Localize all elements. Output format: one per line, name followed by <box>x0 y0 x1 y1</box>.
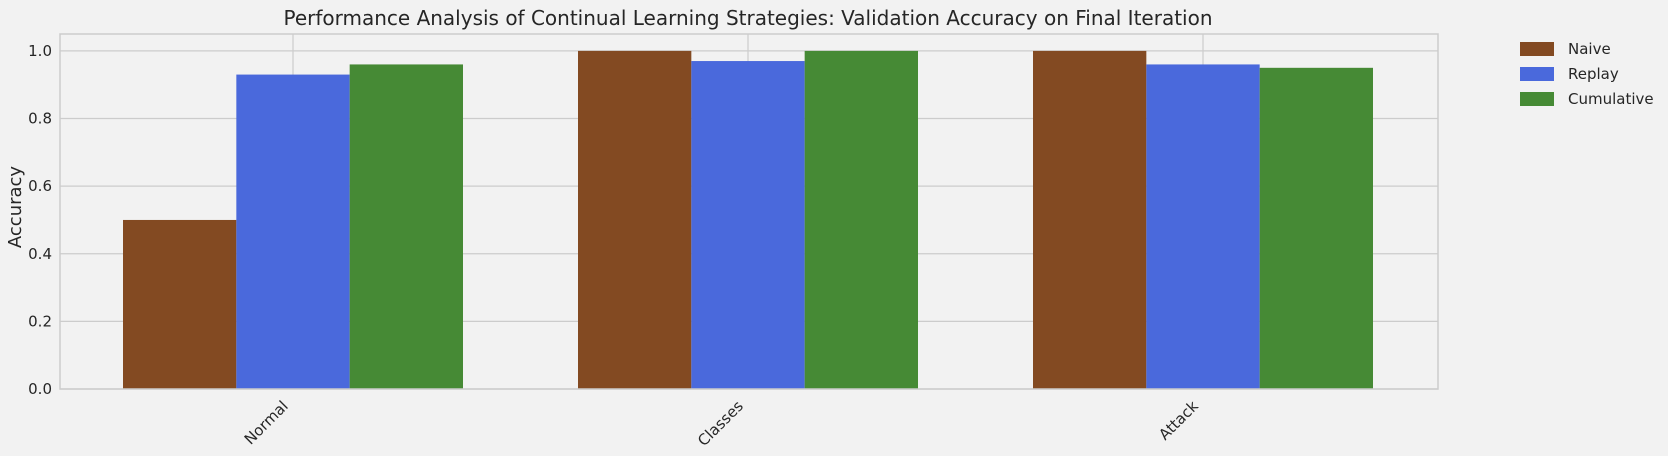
bar-naive-classes <box>578 50 692 390</box>
legend: Naive Replay Cumulative <box>1520 40 1654 108</box>
x-tick-label: Attack <box>1155 397 1202 444</box>
y-tick-label: 1.0 <box>28 42 52 60</box>
legend-swatch-cumulative <box>1520 92 1554 106</box>
legend-swatch-replay <box>1520 67 1554 81</box>
plot-frame <box>59 33 1439 390</box>
y-tick-label: 0.0 <box>28 380 52 398</box>
bar-replay-classes <box>691 61 805 390</box>
bars <box>123 50 1373 390</box>
y-tick-label: 0.6 <box>28 177 52 195</box>
y-axis-label: Accuracy <box>5 166 26 249</box>
legend-swatch-naive <box>1520 42 1554 56</box>
bar-naive-attack <box>1033 50 1147 390</box>
bar-cumulative-classes <box>804 50 918 390</box>
legend-label-replay: Replay <box>1568 65 1619 83</box>
legend-label-naive: Naive <box>1568 40 1611 58</box>
y-tick-label: 0.2 <box>28 312 52 330</box>
x-tick-label: Classes <box>694 397 747 450</box>
legend-label-cumulative: Cumulative <box>1568 90 1654 108</box>
x-axis-ticks: Normal Classes Attack <box>241 397 1202 450</box>
x-tick-label: Normal <box>241 397 292 448</box>
y-tick-label: 0.8 <box>28 110 52 128</box>
chart-title: Performance Analysis of Continual Learni… <box>283 6 1212 30</box>
y-tick-label: 0.4 <box>28 245 52 263</box>
y-axis-ticks: 0.0 0.2 0.4 0.6 0.8 1.0 <box>28 42 52 398</box>
bar-cumulative-normal <box>349 64 463 389</box>
bar-replay-attack <box>1146 64 1260 389</box>
bar-cumulative-attack <box>1259 67 1373 390</box>
bar-replay-normal <box>236 74 350 390</box>
bar-naive-normal <box>123 219 237 389</box>
